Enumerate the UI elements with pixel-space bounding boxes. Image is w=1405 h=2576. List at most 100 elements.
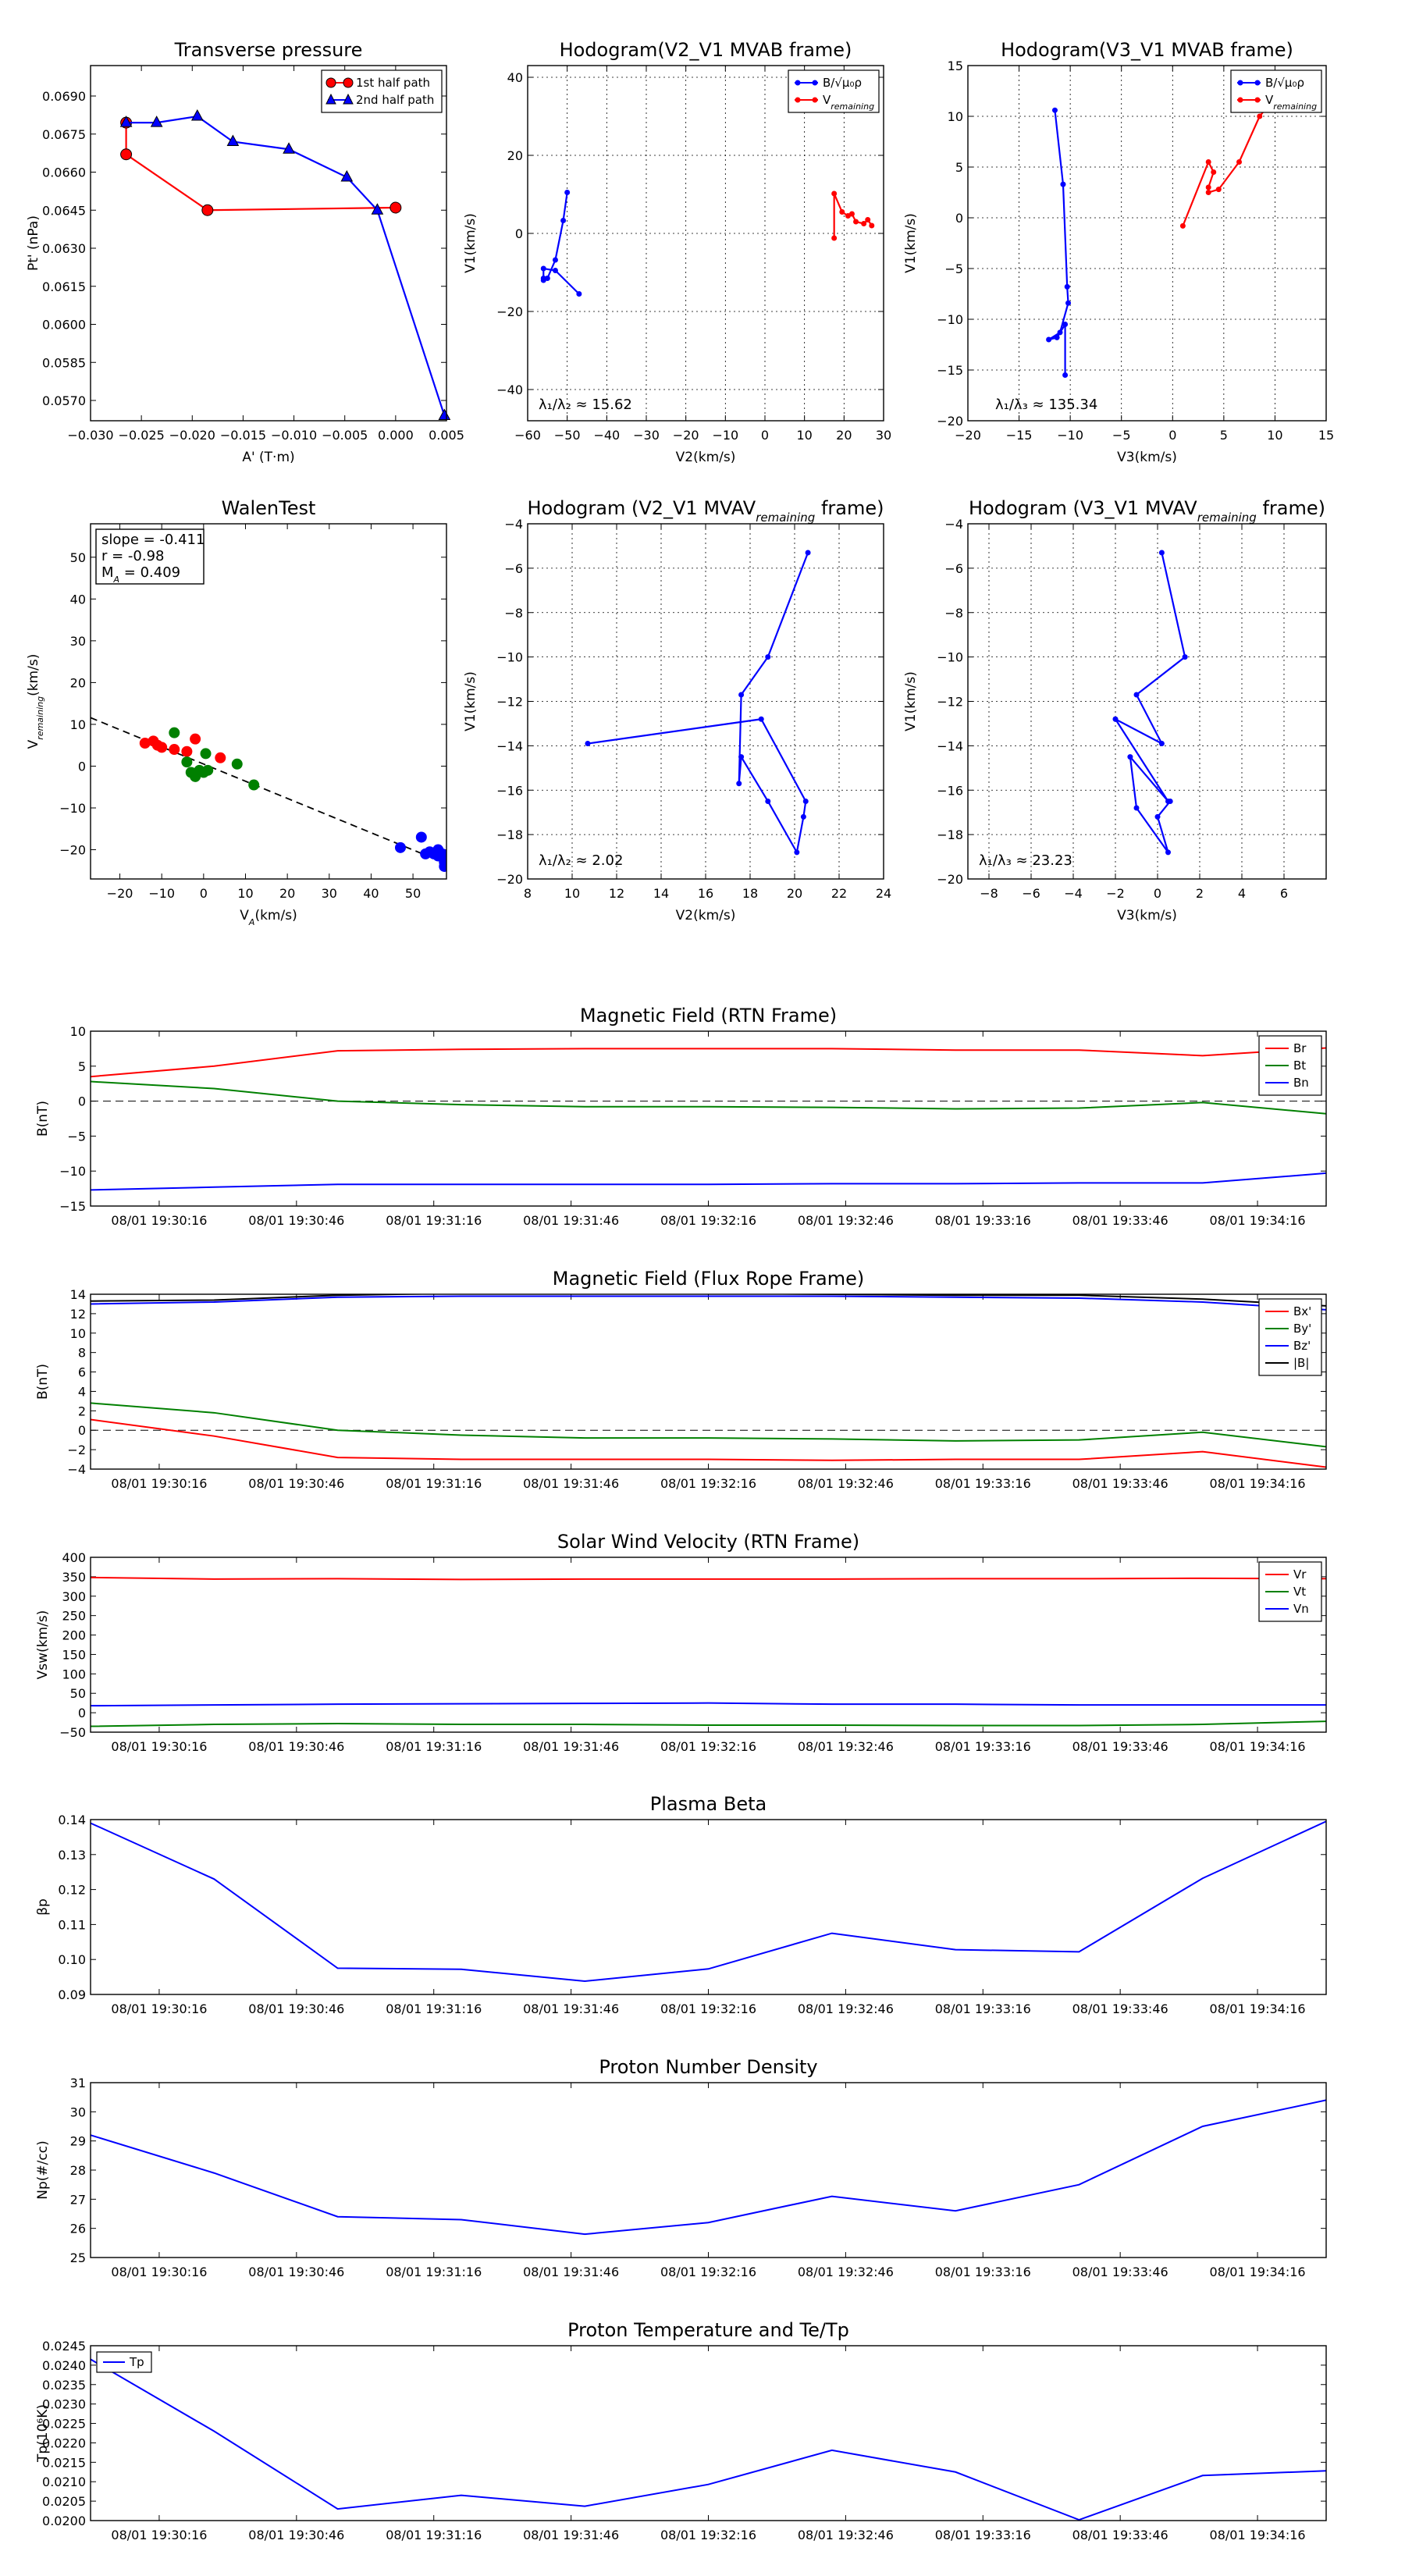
x-tick-label: 0.000: [378, 428, 414, 443]
x-tick-label: 20: [787, 886, 802, 901]
y-tick-label: 10: [948, 109, 963, 124]
series-marker-0: [1127, 754, 1133, 760]
series-marker-0: [794, 849, 800, 856]
y-tick-label: −10: [59, 1164, 86, 1179]
legend-marker: [325, 77, 336, 88]
y-tick-label: 0.0675: [42, 127, 86, 142]
series-marker-1: [340, 169, 354, 182]
plot-frame: [90, 1819, 1327, 1995]
y-tick-label: −14: [937, 738, 963, 753]
legend-label: Bx': [1293, 1304, 1311, 1318]
series-marker-0: [540, 265, 546, 272]
y-tick-label: 0.0645: [42, 203, 86, 218]
legend-label: Bt: [1293, 1059, 1306, 1073]
x-tick-label: 08/01 19:32:16: [660, 1476, 756, 1491]
x-tick-label: 08/01 19:34:16: [1210, 1476, 1306, 1491]
y-tick-label: 14: [70, 1287, 86, 1302]
chart-title: Hodogram(V3_V1 MVAB frame): [1001, 39, 1293, 61]
plot-frame: [90, 2345, 1327, 2521]
legend-marker: [812, 80, 818, 86]
y-tick-label: −10: [937, 312, 963, 327]
series-marker-0: [1182, 654, 1188, 660]
chart-title: Transverse pressure: [174, 39, 363, 61]
y-tick-label: −40: [496, 382, 523, 397]
plot-data: [585, 550, 811, 856]
series-marker-0: [1133, 805, 1140, 811]
x-tick-label: 0: [1154, 886, 1161, 901]
x-axis-label: V2(km/s): [676, 450, 736, 465]
series-marker-0: [1158, 550, 1165, 556]
series-marker-1: [1211, 169, 1217, 175]
y-tick-label: 0.09: [58, 1987, 86, 2002]
y-tick-label: −15: [59, 1199, 86, 1214]
series-marker-0: [201, 204, 214, 216]
x-tick-label: 30: [876, 428, 891, 443]
legend-marker: [343, 93, 354, 105]
x-tick-label: 08/01 19:33:46: [1072, 1739, 1168, 1754]
x-axis-label: VA(km/s): [240, 908, 297, 927]
y-axis-label: βp: [35, 1898, 51, 1916]
legend-marker: [1237, 80, 1243, 86]
x-tick-label: 08/01 19:32:46: [798, 1476, 894, 1491]
y-tick-label: −6: [944, 561, 963, 576]
y-tick-label: 0.10: [58, 1952, 86, 1967]
series-marker-0: [738, 754, 745, 760]
y-tick-label: −12: [496, 695, 523, 710]
y-tick-label: 0: [78, 1706, 86, 1720]
y-tick-label: 50: [70, 1686, 86, 1701]
x-tick-label: 0: [761, 428, 769, 443]
series-line-Bt: [91, 1080, 1326, 1115]
y-tick-label: −5: [67, 1129, 86, 1144]
x-tick-label: −10: [1057, 428, 1083, 443]
y-axis-label: V1(km/s): [463, 213, 478, 273]
scatter-point-green: [248, 779, 260, 791]
y-tick-label: 0: [78, 1423, 86, 1438]
legend-label: Vt: [1293, 1585, 1306, 1599]
legend: Vr Vt Vn: [1258, 1561, 1322, 1622]
y-tick-label: 0.14: [58, 1813, 86, 1827]
legend: B/√μ₀ρ Vremaining: [788, 69, 880, 113]
series-marker-1: [1179, 222, 1186, 229]
plot-data: [91, 1047, 1326, 1191]
legend-label: By': [1293, 1322, 1311, 1336]
x-tick-label: 08/01 19:34:16: [1210, 2001, 1306, 2016]
x-tick-label: 08/01 19:32:16: [660, 1213, 756, 1228]
x-tick-label: 08/01 19:31:16: [386, 1739, 482, 1754]
x-tick-label: 08/01 19:31:16: [386, 2265, 482, 2279]
hodogram-v2-v1-mvav: Hodogram (V2_V1 MVAVremaining frame) 8 10 1…: [463, 497, 891, 923]
y-tick-label: 350: [62, 1570, 86, 1585]
y-tick-label: 0.0200: [42, 2514, 86, 2528]
legend: Br Bt Bn: [1258, 1035, 1322, 1096]
legend-marker: [1254, 80, 1261, 86]
x-tick-label: 08/01 19:31:46: [523, 2528, 619, 2542]
plasma-beta: Plasma Beta 08/01 19:30:16 08/01 19:30:46 0…: [35, 1793, 1327, 2016]
y-tick-label: −20: [937, 414, 963, 429]
scatter-point-red: [156, 742, 168, 753]
scatter-point-green: [181, 756, 193, 768]
x-tick-label: 16: [698, 886, 713, 901]
series-marker-0: [1154, 813, 1161, 820]
chart-title: Magnetic Field (Flux Rope Frame): [553, 1268, 864, 1290]
series-marker-1: [839, 209, 845, 215]
series-line-Br: [91, 1047, 1326, 1078]
legend-label: Vremaining: [823, 93, 874, 112]
x-tick-label: 08/01 19:30:46: [248, 2001, 344, 2016]
series-marker-0: [1167, 798, 1173, 804]
legend-label: Bz': [1293, 1339, 1311, 1353]
x-tick-label: 08/01 19:34:16: [1210, 1739, 1306, 1754]
series-marker-0: [1046, 336, 1052, 343]
plot-frame: [90, 523, 447, 880]
x-tick-label: −6: [1022, 886, 1040, 901]
y-axis-label: Pt' (nPa): [26, 215, 41, 271]
x-tick-label: 08/01 19:31:16: [386, 2528, 482, 2542]
x-tick-label: 0: [1168, 428, 1176, 443]
x-axis-label: A' (T·m): [242, 450, 294, 465]
x-tick-label: 08/01 19:33:16: [935, 1476, 1031, 1491]
x-tick-label: 08/01 19:32:46: [798, 1739, 894, 1754]
proton-number-density: Proton Number Density 08/01 19:30:16 08/01…: [35, 2056, 1327, 2279]
y-tick-label: 25: [70, 2250, 86, 2265]
y-tick-label: −16: [937, 783, 963, 798]
plot-data: [540, 190, 875, 297]
x-tick-label: 08/01 19:32:46: [798, 1213, 894, 1228]
ratio-annotation: λ₁/λ₂ ≈ 2.02: [539, 852, 623, 869]
